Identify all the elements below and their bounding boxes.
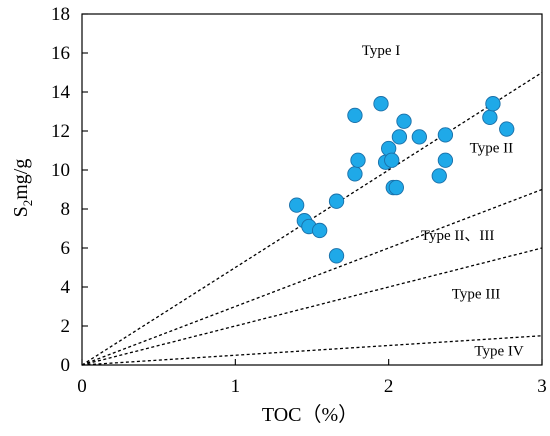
y-tick-label: 14 [51,82,71,103]
boundary-lines [81,71,543,366]
x-tick-label: 3 [537,376,547,397]
y-tick-label: 4 [61,277,71,298]
data-points [289,96,515,264]
data-point [388,179,404,196]
region-label: Type II、III [421,228,495,244]
x-axis-title: TOC（%） [262,403,358,426]
y-axis-title-unit: mg/g [10,159,32,200]
y-tick-label: 10 [51,160,70,181]
data-point [384,152,400,168]
data-point [485,96,501,112]
x-tick-label: 0 [77,376,87,397]
y-tick-label: 0 [61,355,71,376]
data-point [347,166,363,182]
data-point [482,109,498,126]
region-label: Type I [362,43,401,59]
data-point [312,222,328,239]
region-label: Type IV [474,343,524,359]
data-point [437,127,454,143]
x-tick-label: 2 [384,376,394,397]
boundary-line-4 [81,335,543,366]
region-labels: Type I Type II Type II、III Type III Type IV [362,43,524,359]
y-tick-label: 6 [61,238,71,259]
region-label: Type III [452,287,501,303]
y-tick-label: 8 [61,199,71,220]
data-point [328,248,345,264]
plot-border [81,13,543,366]
data-point [437,152,454,168]
y-tick-label: 2 [61,316,71,337]
x-tick-label: 1 [231,376,241,397]
y-tick-label: 18 [51,4,70,25]
data-point [431,168,447,184]
boundary-line-3 [81,247,543,366]
data-point [289,197,305,213]
plot-frame [81,13,543,366]
data-point [391,129,408,145]
y-axis-title: S2mg/g [10,159,35,218]
region-label: Type II [470,140,514,156]
y-axis-title-subscript: 2 [20,200,35,207]
y-tick-label: 16 [51,43,70,64]
data-point [347,107,363,124]
y-axis-title-main: S [10,206,32,217]
boundary-line-1 [81,71,543,366]
boundary-line-2 [81,188,543,366]
data-point [411,129,427,145]
data-point [396,113,412,129]
data-point [373,96,389,112]
data-point [328,193,345,209]
y-tick-label: 12 [51,121,70,142]
data-point [350,152,366,168]
data-point [499,121,515,137]
